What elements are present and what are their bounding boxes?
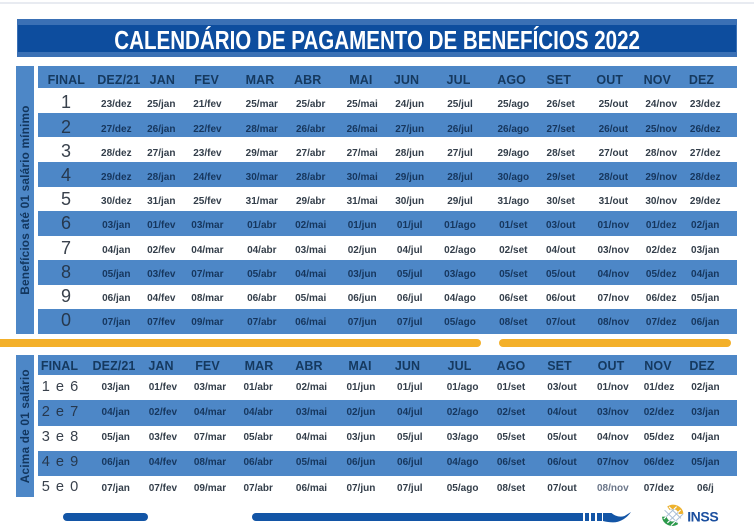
svg-text:INSS: INSS [687,509,718,525]
